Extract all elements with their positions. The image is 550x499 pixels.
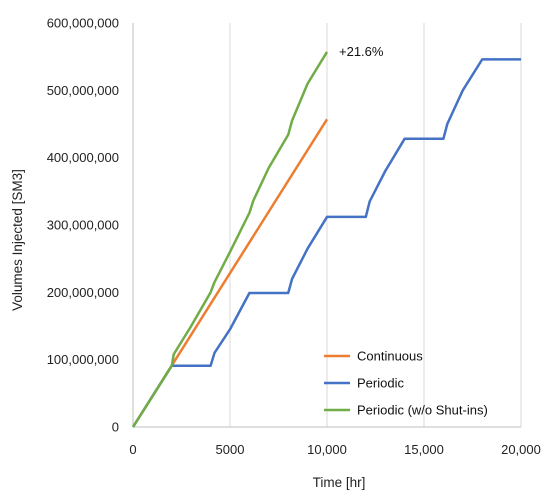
series-lines [131, 51, 521, 428]
legend-label: Periodic [357, 376, 404, 391]
legend: Continuous Periodic Periodic (w/o Shut-ins… [324, 349, 488, 418]
legend-label: Continuous [357, 349, 423, 364]
series-line-2 [131, 58, 521, 428]
x-tick-label: 20,000 [501, 442, 541, 457]
y-tick-label: 100,000,000 [47, 352, 119, 367]
tick-labels: 0 100,000,000 200,000,000 300,000,000 400,00… [47, 16, 541, 458]
x-tick-label: 15,000 [404, 442, 444, 457]
annotation-label: +21.6% [339, 44, 384, 59]
x-axis-title: Time [hr] [313, 475, 366, 490]
legend-label: Periodic (w/o Shut-ins) [357, 403, 488, 418]
y-tick-label: 0 [112, 420, 119, 435]
y-axis-title: Volumes Injected [SM3] [10, 169, 25, 311]
axes [132, 23, 521, 428]
series-line-3 [131, 51, 329, 428]
gridlines [229, 23, 522, 427]
x-tick-label: 10,000 [307, 442, 347, 457]
y-tick-label: 400,000,000 [47, 150, 119, 165]
y-tick-label: 600,000,000 [47, 16, 119, 31]
x-tick-label: 0 [129, 442, 136, 457]
y-tick-label: 200,000,000 [47, 285, 119, 300]
y-tick-label: 300,000,000 [47, 218, 119, 233]
x-tick-label: 5000 [216, 442, 245, 457]
y-tick-label: 500,000,000 [47, 83, 119, 98]
